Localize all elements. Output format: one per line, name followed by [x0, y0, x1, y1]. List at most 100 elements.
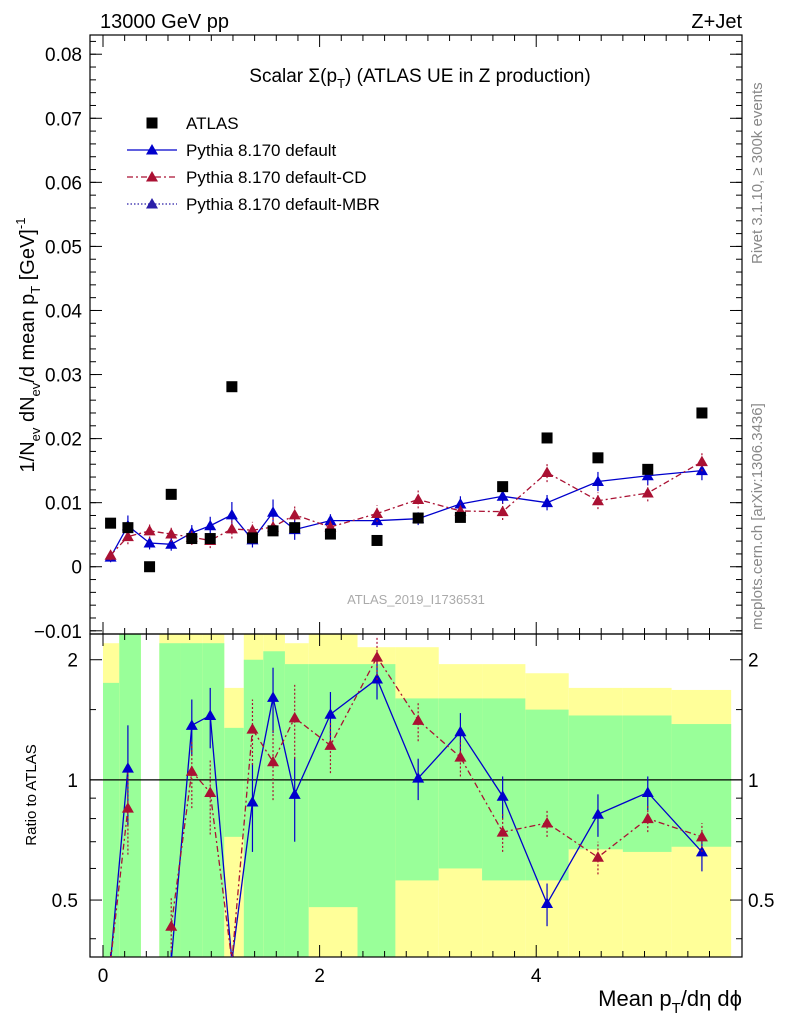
- main-point-default-cd: [371, 507, 384, 519]
- x-tick-label-1: 2: [314, 966, 325, 987]
- main-ylabel: 1/Nev dNev/d mean pT [GeV]-1: [13, 218, 43, 473]
- ratio-ytick-label-right-2: 2: [748, 651, 759, 672]
- main-point-default: [267, 506, 280, 517]
- ratio-point-default-cd: [165, 920, 178, 931]
- series-layer: [104, 381, 708, 957]
- main-point-default-cd: [641, 487, 654, 498]
- main-ytick-label-8: 0.07: [45, 109, 82, 130]
- main-point-default: [225, 508, 238, 520]
- main-point-default-cd: [143, 524, 156, 536]
- analysis-id: ATLAS_2019_I1736531: [347, 592, 485, 607]
- ratio-point-default-cd: [121, 802, 134, 813]
- band-inner-15: [568, 715, 623, 850]
- ratio-frame: [89, 633, 743, 958]
- ratio-point-default: [121, 762, 134, 773]
- atlas-point: [267, 525, 279, 537]
- band-inner-10: [357, 664, 396, 957]
- main-ytick-label-4: 0.03: [45, 366, 82, 387]
- atlas-point: [289, 522, 301, 534]
- main-point-default: [496, 490, 509, 501]
- legend-marker-1: [146, 144, 158, 155]
- band-inner-2: [159, 643, 181, 957]
- atlas-point: [204, 533, 216, 545]
- ratio-point-default-cd: [204, 786, 217, 797]
- ratio-point-default: [267, 691, 280, 702]
- header-left: 13000 GeV pp: [100, 11, 229, 33]
- main-point-default: [165, 538, 178, 549]
- ratio-point-default-cd: [496, 826, 509, 837]
- legend-marker-atlas: [146, 117, 158, 129]
- ratio-point-default-cd: [412, 714, 425, 725]
- rivet-label: Rivet 3.1.10, ≥ 300k events: [749, 82, 766, 264]
- ratio-ytick-label-right-0: 0.5: [748, 891, 774, 912]
- atlas-point: [246, 532, 258, 544]
- ratio-point-default: [324, 708, 337, 719]
- main-point-default-cd: [288, 508, 301, 520]
- ratio-point-default-cd: [288, 711, 301, 723]
- ratio-point-default: [288, 788, 301, 799]
- x-tick-label-2: 4: [531, 966, 542, 987]
- ratio-point-default-cd: [641, 812, 654, 824]
- ratio-line-default-cd: [170, 655, 703, 957]
- ratio-point-default-cd: [371, 651, 384, 662]
- ratio-point-default: [496, 790, 509, 801]
- main-point-default: [541, 496, 554, 508]
- legend-label-1: Pythia 8.170 default: [186, 141, 337, 160]
- atlas-point: [165, 488, 177, 500]
- band-inner-8: [284, 664, 309, 957]
- main-ytick-label-0: −0.01: [34, 622, 82, 643]
- ratio-point-default: [591, 808, 604, 819]
- ratio-ytick-label-left-1: 1: [67, 771, 78, 792]
- ratio-point-default-cd: [695, 830, 708, 842]
- legend-label-2: Pythia 8.170 default-CD: [186, 168, 367, 187]
- atlas-point: [324, 528, 336, 540]
- ratio-point-default-cd: [185, 765, 198, 776]
- band-inner-5: [224, 727, 244, 837]
- main-panel-axes: −0.01 0 0.01 0.02 0.03 0.04 0.05 0.06 0.07 0.08: [34, 34, 743, 643]
- band-inner-9: [308, 664, 358, 908]
- mcplots-label: mcplots.cern.ch [arXiv:1306.3436]: [749, 403, 766, 630]
- atlas-point: [412, 512, 424, 524]
- ratio-line-default-cd: [110, 807, 129, 957]
- band-inner-4: [202, 643, 225, 957]
- ratio-point-default-cd: [591, 851, 604, 862]
- main-point-default: [591, 475, 604, 487]
- main-point-default-cd: [165, 528, 178, 539]
- band-inner-3: [180, 643, 203, 957]
- legend-label-0: ATLAS: [186, 114, 239, 133]
- atlas-point: [186, 533, 198, 545]
- legend: ATLAS Pythia 8.170 default Pythia 8.170 de…: [127, 114, 380, 214]
- main-point-default-cd: [695, 455, 708, 467]
- main-point-default-cd: [541, 466, 554, 478]
- main-point-default-cd: [104, 549, 117, 560]
- main-point-default: [371, 514, 384, 526]
- atlas-point: [226, 381, 238, 393]
- main-point-default: [143, 537, 156, 548]
- main-ytick-label-2: 0.01: [45, 494, 82, 515]
- ratio-ytick-label-left-2: 2: [67, 651, 78, 672]
- main-point-default-cd: [496, 505, 509, 517]
- main-point-default-cd: [412, 493, 425, 504]
- main-ytick-label-9: 0.08: [45, 45, 82, 66]
- ratio-point-default: [641, 786, 654, 797]
- atlas-point: [454, 511, 466, 523]
- main-point-default-cd: [225, 522, 238, 534]
- atlas-point: [371, 534, 383, 546]
- band-inner-1: [119, 634, 141, 957]
- atlas-point: [642, 463, 654, 475]
- main-point-default-cd: [246, 524, 259, 535]
- atlas-point: [497, 481, 509, 493]
- chart-title: Scalar Σ(pT) (ATLAS UE in Z production): [249, 66, 590, 91]
- band-inner-11: [395, 698, 439, 881]
- legend-marker-2: [146, 171, 158, 182]
- ratio-point-default-cd: [246, 723, 259, 734]
- ratio-point-default-cd: [267, 755, 280, 767]
- band-inner-13: [482, 698, 526, 881]
- main-point-default-cd: [591, 494, 604, 506]
- ratio-point-default-cd: [454, 751, 467, 762]
- atlas-point: [592, 452, 604, 464]
- atlas-point: [122, 522, 134, 534]
- main-point-default-cd: [121, 530, 134, 542]
- ratio-point-default: [412, 772, 425, 783]
